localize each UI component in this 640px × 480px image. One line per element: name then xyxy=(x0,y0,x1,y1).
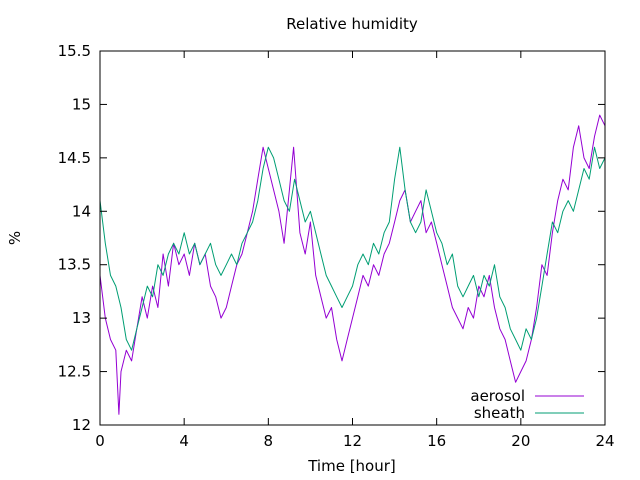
x-tick-label: 24 xyxy=(595,432,614,450)
y-tick-label: 14.5 xyxy=(58,149,91,167)
x-axis-title: Time [hour] xyxy=(307,457,396,475)
x-tick-label: 8 xyxy=(264,432,274,450)
x-axis-ticks: 0 4 8 12 16 20 24 xyxy=(95,51,615,450)
y-tick-label: 15.5 xyxy=(58,42,91,60)
legend-label-sheath: sheath xyxy=(474,404,525,422)
x-tick-label: 0 xyxy=(95,432,105,450)
y-tick-label: 13.5 xyxy=(58,256,91,274)
x-tick-label: 12 xyxy=(343,432,362,450)
series-group xyxy=(99,114,606,415)
y-tick-label: 12 xyxy=(72,416,91,434)
y-tick-label: 15 xyxy=(72,95,91,113)
series-line-sheath xyxy=(99,146,606,351)
y-tick-label: 13 xyxy=(72,309,91,327)
legend-label-aerosol: aerosol xyxy=(470,387,525,405)
series-line-aerosol xyxy=(99,114,606,415)
y-tick-label: 14 xyxy=(72,202,91,220)
x-tick-label: 16 xyxy=(427,432,446,450)
y-tick-label: 12.5 xyxy=(58,363,91,381)
x-tick-label: 4 xyxy=(179,432,189,450)
x-tick-label: 20 xyxy=(511,432,530,450)
y-axis-title: % xyxy=(6,231,24,245)
chart-title: Relative humidity xyxy=(286,15,418,33)
y-axis-ticks: 12 12.5 13 13.5 14 14.5 15 15.5 xyxy=(58,42,605,434)
